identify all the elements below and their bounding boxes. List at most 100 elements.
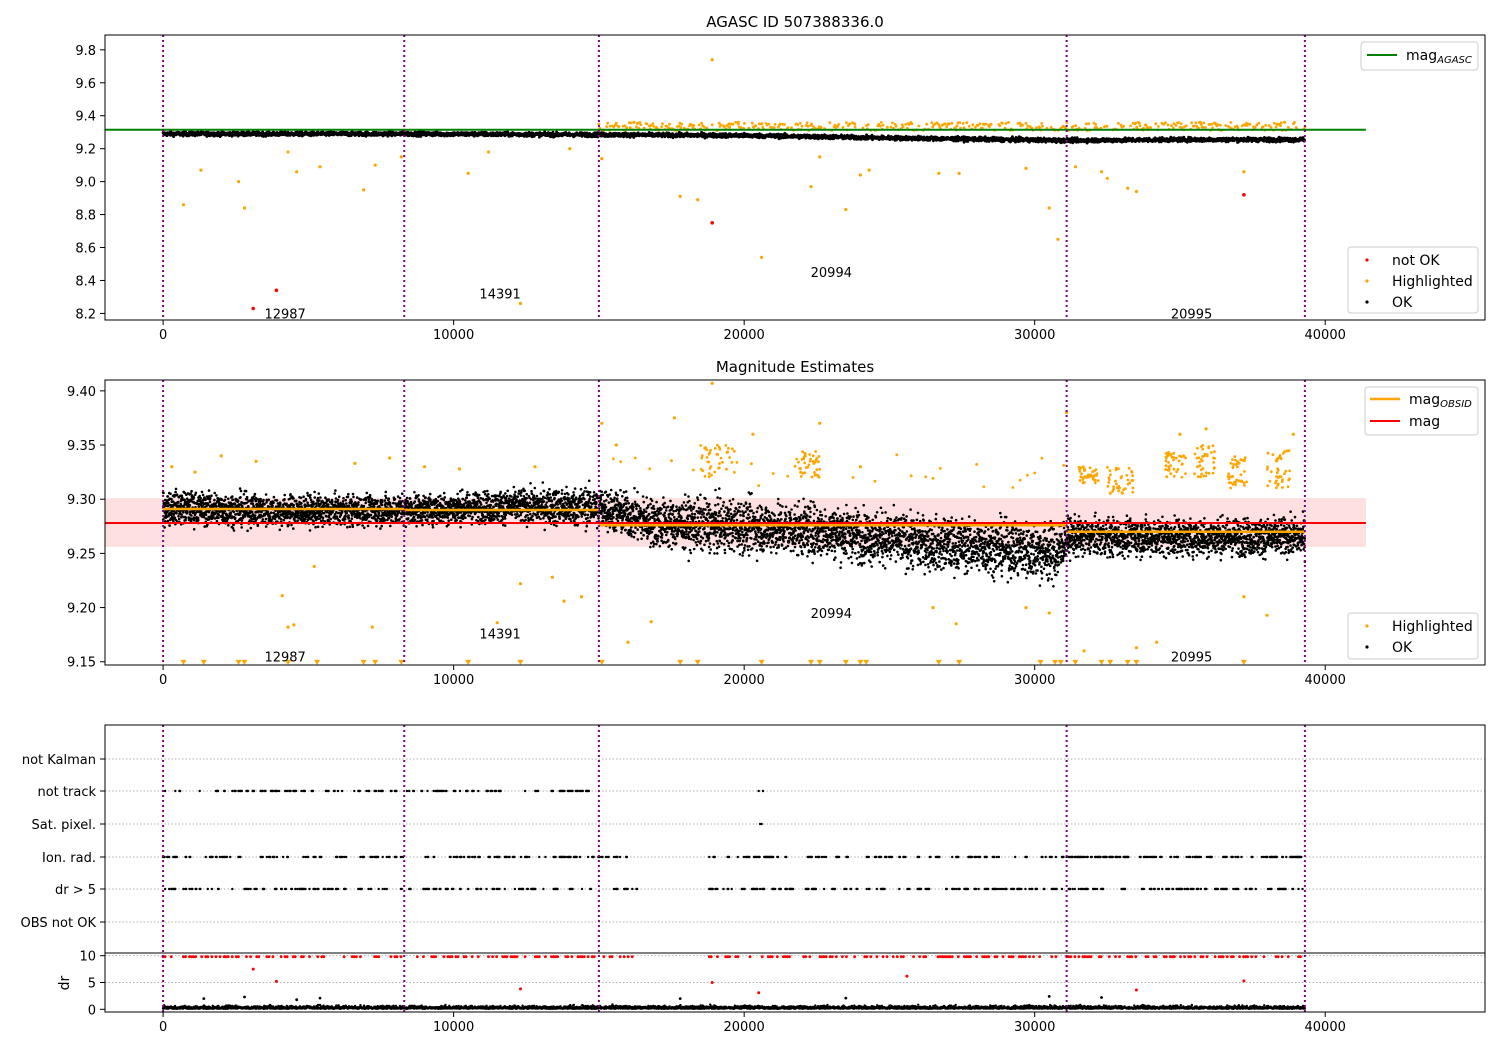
agasc-highlighted-point — [1282, 120, 1287, 124]
magnitude-panel-title: Magnitude Estimates — [716, 358, 874, 376]
agasc-highlighted-point — [800, 124, 804, 128]
agasc-highlighted-point — [818, 155, 822, 159]
agasc-highlighted-point — [1129, 124, 1132, 128]
agasc-highlighted-point — [739, 126, 743, 129]
agasc-highlighted-point — [891, 121, 894, 125]
agasc-highlighted-point — [867, 168, 871, 172]
agasc-highlighted-point — [318, 165, 322, 169]
agasc-highlighted-point — [1269, 125, 1273, 129]
agasc-highlighted-point — [362, 188, 366, 192]
agasc-highlighted-point — [760, 122, 764, 126]
agasc-highlighted-point — [629, 121, 633, 125]
agasc-highlighted-point — [778, 122, 782, 126]
agasc-highlighted-point — [754, 124, 758, 128]
agasc-highlighted-point — [901, 125, 905, 129]
agasc-highlighted-point — [1084, 122, 1088, 126]
agasc-panel: AGASC ID 507388336.0 0 10000 20000 30000 400… — [75, 13, 1486, 343]
agasc-highlighted-point — [1177, 121, 1180, 124]
agasc-highlighted-point — [853, 122, 857, 126]
agasc-ok-point — [262, 135, 265, 138]
agasc-highlighted-point — [652, 125, 656, 128]
agasc-highlighted-point — [645, 122, 649, 126]
x-tick-label: 40000 — [1305, 328, 1346, 343]
magnitude-ok-point — [174, 490, 177, 494]
obsid-label: 12987 — [264, 307, 305, 322]
agasc-highlighted-point — [1279, 121, 1283, 125]
agasc-highlighted-point — [710, 58, 714, 62]
agasc-highlighted-point — [1264, 123, 1268, 127]
agasc-highlighted-point — [1202, 121, 1206, 125]
agasc-highlighted-point — [844, 208, 848, 212]
legend-ok-label: OK — [1392, 295, 1413, 311]
agasc-highlighted-point — [1040, 122, 1044, 125]
y-tick-label: 8.2 — [75, 307, 96, 322]
agasc-highlighted-point — [930, 121, 934, 124]
agasc-highlighted-point — [1274, 125, 1278, 129]
agasc-highlighted-point — [809, 185, 813, 189]
x-tick-label: 30000 — [1014, 328, 1055, 343]
agasc-highlighted-point — [971, 123, 975, 127]
agasc-highlighted-point — [1164, 121, 1167, 125]
y-tick-label: 9.6 — [75, 77, 96, 92]
agasc-highlighted-point — [199, 168, 203, 172]
agasc-highlighted-point — [881, 123, 885, 127]
agasc-highlighted-point — [1138, 124, 1142, 128]
agasc-highlighted-point — [796, 123, 799, 127]
agasc-highlighted-point — [805, 121, 809, 125]
agasc-not-ok-point — [710, 221, 714, 225]
agasc-highlighted-point — [678, 194, 682, 198]
agasc-highlighted-point — [617, 125, 621, 129]
agasc-highlighted-point — [1094, 123, 1098, 126]
obsid-label: 20995 — [1171, 307, 1212, 322]
agasc-highlighted-point — [1074, 124, 1077, 128]
agasc-highlighted-point — [1087, 122, 1091, 126]
agasc-highlighted-point — [853, 125, 857, 129]
magnitude-ok-point — [170, 497, 173, 501]
magnitude-ok-point — [169, 492, 172, 496]
agasc-highlighted-point — [399, 155, 403, 159]
agasc-highlighted-point — [958, 121, 962, 124]
agasc-highlighted-point — [1026, 124, 1030, 128]
agasc-highlighted-point — [1126, 186, 1130, 190]
agasc-highlighted-point — [925, 122, 928, 126]
agasc-highlighted-point — [1099, 170, 1104, 174]
agasc-highlighted-point — [984, 122, 988, 126]
agasc-highlighted-point — [947, 122, 951, 126]
agasc-highlighted-point — [1137, 121, 1141, 125]
agasc-highlighted-point — [1210, 122, 1213, 126]
agasc-highlighted-point — [680, 122, 684, 126]
agasc-highlighted-point — [1248, 122, 1252, 126]
agasc-highlighted-point — [773, 122, 777, 126]
agasc-highlighted-point — [1024, 121, 1028, 125]
agasc-highlighted-point — [295, 170, 299, 174]
agasc-highlighted-point — [1184, 124, 1188, 128]
x-tick-label: 0 — [159, 328, 167, 343]
agasc-highlighted-point — [1007, 121, 1010, 124]
agasc-highlighted-point — [731, 122, 735, 126]
y-tick-label: 8.6 — [75, 242, 96, 257]
magnitude-ok-point — [175, 493, 179, 497]
agasc-highlighted-point — [957, 171, 961, 175]
magnitude-ok-point — [166, 495, 170, 498]
agasc-highlighted-point — [1117, 121, 1120, 125]
agasc-highlighted-point — [736, 120, 740, 124]
agasc-highlighted-point — [962, 126, 966, 130]
magnitude-ok-point — [168, 524, 171, 527]
agasc-highlighted-point — [373, 163, 377, 167]
agasc-highlighted-point — [1174, 124, 1178, 127]
magnitude-panel: Magnitude Estimates 0 10000 20000 30000 4000… — [67, 358, 1486, 688]
agasc-highlighted-point — [886, 125, 889, 129]
agasc-highlighted-point — [978, 122, 982, 126]
y-tick-label: 9.2 — [75, 143, 96, 158]
agasc-highlighted-point — [608, 124, 612, 128]
agasc-highlighted-point — [1229, 121, 1233, 124]
y-tick-label: 9.0 — [75, 176, 96, 191]
agasc-highlighted-point — [1157, 125, 1160, 128]
agasc-highlighted-point — [1004, 122, 1008, 125]
agasc-highlighted-point — [894, 124, 898, 128]
agasc-highlighted-point — [806, 124, 810, 128]
agasc-highlighted-point — [1192, 124, 1196, 128]
agasc-highlighted-point — [1056, 237, 1060, 241]
agasc-highlighted-point — [937, 171, 941, 175]
